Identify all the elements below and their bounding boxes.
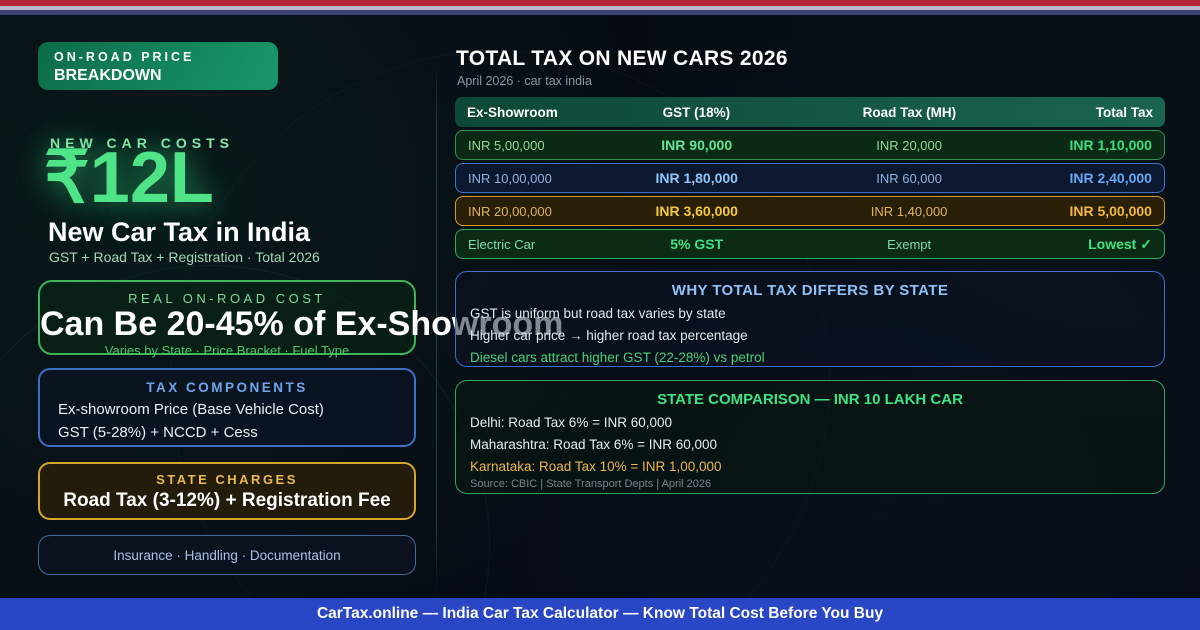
cell-ex-showroom: INR 5,00,000 (468, 137, 545, 153)
tax-components-line: GST (5-28%) + NCCD + Cess (58, 424, 258, 441)
real-cost-headline: Can Be 20-45% of Ex-Showroom (40, 305, 564, 343)
footer-bar: CarTax.online — India Car Tax Calculator… (0, 598, 1200, 630)
header-total-tax: Total Tax (1095, 104, 1153, 120)
tax-components-box: TAX COMPONENTS Ex-showroom Price (Base V… (38, 368, 416, 447)
cell-total-tax: INR 2,40,000 (1069, 170, 1152, 186)
cell-gst: 5% GST (670, 236, 724, 252)
table-row: INR 10,00,000 INR 1,80,000 INR 60,000 IN… (455, 163, 1165, 193)
header-gst: GST (18%) (662, 104, 731, 120)
top-stripe-purple (0, 10, 1200, 15)
on-road-price-badge: ON-ROAD PRICE BREAKDOWN (38, 42, 278, 90)
badge-line-1: ON-ROAD PRICE (54, 50, 195, 64)
cell-road-tax: INR 60,000 (876, 170, 942, 186)
tax-components-label: TAX COMPONENTS (146, 380, 308, 395)
cell-gst: INR 3,60,000 (655, 203, 738, 219)
table-row: INR 20,00,000 INR 3,60,000 INR 1,40,000 … (455, 196, 1165, 226)
page-subtitle: GST + Road Tax + Registration · Total 20… (49, 249, 320, 265)
cell-road-tax: Exempt (887, 236, 932, 252)
cell-total-tax: Lowest ✓ (1088, 235, 1152, 252)
table-section-subtitle: April 2026 · car tax india (457, 74, 592, 88)
state-comparison-box: STATE COMPARISON — INR 10 LAKH CAR Delhi… (455, 380, 1165, 494)
why-box-line: Higher car price → higher road tax perce… (470, 328, 748, 343)
real-cost-label: REAL ON-ROAD COST (128, 291, 326, 306)
price-big-value: ₹12L (44, 138, 214, 218)
source-note: Source: CBIC | State Transport Depts | A… (470, 478, 712, 490)
state-comparison-title: STATE COMPARISON — INR 10 LAKH CAR (657, 391, 963, 408)
why-tax-differs-box: WHY TOTAL TAX DIFFERS BY STATE GST is un… (455, 271, 1165, 367)
tax-table: Ex-Showroom GST (18%) Road Tax (MH) Tota… (455, 97, 1165, 259)
state-comparison-line-highlight: Karnataka: Road Tax 10% = INR 1,00,000 (470, 459, 722, 474)
real-on-road-cost-box: REAL ON-ROAD COST Can Be 20-45% of Ex-Sh… (38, 280, 564, 358)
cell-ex-showroom: INR 20,00,000 (468, 203, 552, 219)
top-stripe-red (0, 0, 1200, 6)
tax-components-line: Ex-showroom Price (Base Vehicle Cost) (58, 401, 324, 418)
top-stripe-light (0, 6, 1200, 10)
header-ex-showroom: Ex-Showroom (467, 104, 558, 120)
footer-text: CarTax.online — India Car Tax Calculator… (316, 605, 884, 622)
cell-road-tax: INR 1,40,000 (870, 203, 948, 219)
tax-table-header: Ex-Showroom GST (18%) Road Tax (MH) Tota… (455, 97, 1165, 127)
badge-line-2: BREAKDOWN (54, 67, 162, 84)
extras-box: Insurance · Handling · Documentation (38, 535, 416, 575)
cell-total-tax: INR 5,00,000 (1069, 203, 1152, 219)
cell-gst: INR 1,80,000 (655, 170, 738, 186)
cell-ex-showroom: INR 10,00,000 (468, 170, 552, 186)
panel-divider (436, 60, 437, 592)
page-title: New Car Tax in India (48, 217, 311, 247)
new-car-costs-kicker: NEW CAR COSTS (50, 135, 234, 151)
cell-road-tax: INR 20,000 (876, 137, 942, 153)
why-box-line: GST is uniform but road tax varies by st… (470, 306, 726, 321)
why-box-title: WHY TOTAL TAX DIFFERS BY STATE (671, 282, 949, 299)
state-comparison-line: Delhi: Road Tax 6% = INR 60,000 (470, 415, 672, 430)
cell-ex-showroom: Electric Car (468, 236, 536, 252)
cell-total-tax: INR 1,10,000 (1069, 137, 1152, 153)
header-road-tax: Road Tax (MH) (862, 104, 957, 120)
table-row-electric: Electric Car 5% GST Exempt Lowest ✓ (455, 229, 1165, 259)
real-cost-note: Varies by State · Price Bracket · Fuel T… (104, 342, 350, 358)
state-charges-headline: Road Tax (3-12%) + Registration Fee (63, 490, 391, 511)
cell-gst: INR 90,000 (661, 137, 733, 153)
table-section-title: TOTAL TAX ON NEW CARS 2026 (456, 47, 788, 70)
state-charges-box: STATE CHARGES Road Tax (3-12%) + Registr… (38, 462, 416, 520)
why-box-line-highlight: Diesel cars attract higher GST (22-28%) … (470, 350, 765, 365)
extras-text: Insurance · Handling · Documentation (113, 547, 341, 563)
table-row: INR 5,00,000 INR 90,000 INR 20,000 INR 1… (455, 130, 1165, 160)
state-comparison-line: Maharashtra: Road Tax 6% = INR 60,000 (470, 437, 718, 452)
state-charges-label: STATE CHARGES (156, 472, 298, 487)
